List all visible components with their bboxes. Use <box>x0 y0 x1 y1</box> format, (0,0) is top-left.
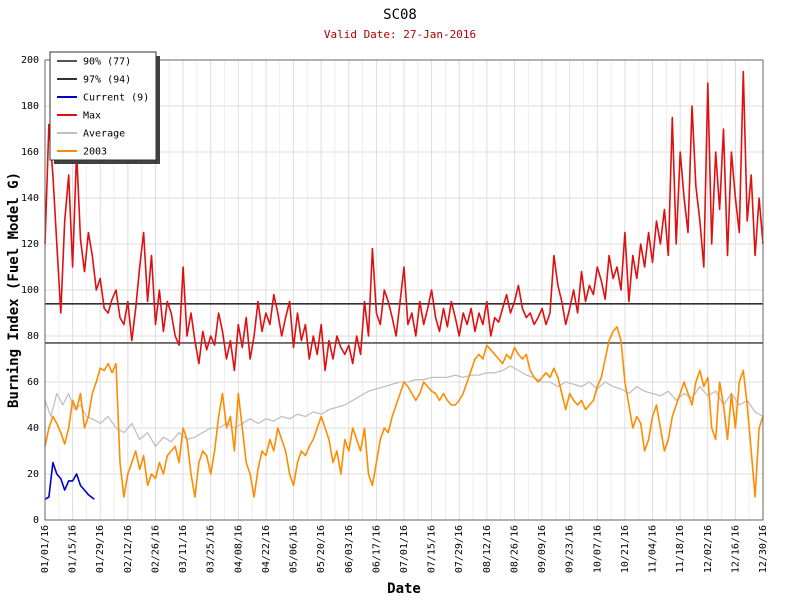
x-tick-label: 11/04/16 <box>648 525 659 573</box>
legend-label: 2003 <box>83 147 107 158</box>
x-tick-label: 01/01/16 <box>40 525 51 573</box>
legend-label: 90% (77) <box>83 57 131 68</box>
x-tick-label: 11/18/16 <box>675 525 686 573</box>
plot-frame <box>44 59 764 521</box>
x-tick-label: 12/30/16 <box>758 525 769 573</box>
series-lines <box>44 70 764 500</box>
x-tick-label: 01/29/16 <box>95 525 106 573</box>
legend-label: Average <box>83 129 125 140</box>
x-tick-label: 04/22/16 <box>261 525 272 573</box>
y-axis-ticks: 0 20 40 60 80 100 120 140 160 180 200 <box>21 55 39 526</box>
y-tick-label: 160 <box>21 147 39 158</box>
legend-label: Current (9) <box>83 93 149 104</box>
y-tick-label: 0 <box>33 515 39 526</box>
y-tick-label: 180 <box>21 101 39 112</box>
x-tick-label: 06/17/16 <box>371 525 382 573</box>
legend-label: 97% (94) <box>83 75 131 86</box>
x-tick-label: 09/23/16 <box>565 525 576 573</box>
series-line-max <box>44 70 764 372</box>
x-tick-label: 03/11/16 <box>178 525 189 573</box>
legend-label: Max <box>83 111 101 122</box>
x-tick-label: 04/08/16 <box>233 525 244 573</box>
x-tick-label: 08/26/16 <box>509 525 520 573</box>
y-tick-label: 100 <box>21 285 39 296</box>
legend: 90% (77) 97% (94) Current (9) Max Average 200… <box>49 51 160 164</box>
x-tick-label: 10/21/16 <box>620 525 631 573</box>
x-tick-label: 06/03/16 <box>344 525 355 573</box>
x-tick-label: 05/06/16 <box>289 525 300 573</box>
series-line-current-9 <box>44 461 95 500</box>
chart-title: SC08 <box>383 7 417 23</box>
y-tick-label: 120 <box>21 239 39 250</box>
x-tick-label: 10/07/16 <box>592 525 603 573</box>
y-tick-label: 60 <box>27 377 39 388</box>
y-tick-label: 40 <box>27 423 39 434</box>
x-tick-label: 07/15/16 <box>427 525 438 573</box>
x-tick-label: 02/26/16 <box>150 525 161 573</box>
legend-box <box>49 51 157 161</box>
x-axis-ticks: 01/01/16 01/15/16 01/29/16 02/12/16 02/26/16… <box>40 525 769 573</box>
y-tick-label: 20 <box>27 469 39 480</box>
x-tick-label: 05/20/16 <box>316 525 327 573</box>
chart-subtitle: Valid Date: 27-Jan-2016 <box>324 28 476 41</box>
y-axis-title: Burning Index (Fuel Model G) <box>6 172 22 408</box>
x-tick-label: 12/16/16 <box>730 525 741 573</box>
x-tick-label: 09/09/16 <box>537 525 548 573</box>
x-tick-label: 07/01/16 <box>399 525 410 573</box>
x-tick-label: 02/12/16 <box>123 525 134 573</box>
series-line-average <box>44 365 764 448</box>
series-line-2003 <box>44 325 764 498</box>
x-tick-label: 12/02/16 <box>703 525 714 573</box>
y-tick-label: 140 <box>21 193 39 204</box>
x-tick-label: 01/15/16 <box>68 525 79 573</box>
x-tick-label: 03/25/16 <box>206 525 217 573</box>
y-tick-label: 80 <box>27 331 39 342</box>
reference-lines <box>45 302 763 344</box>
x-tick-label: 08/12/16 <box>482 525 493 573</box>
x-tick-label: 07/29/16 <box>454 525 465 573</box>
x-axis-title: Date <box>387 581 421 597</box>
y-tick-label: 200 <box>21 55 39 66</box>
